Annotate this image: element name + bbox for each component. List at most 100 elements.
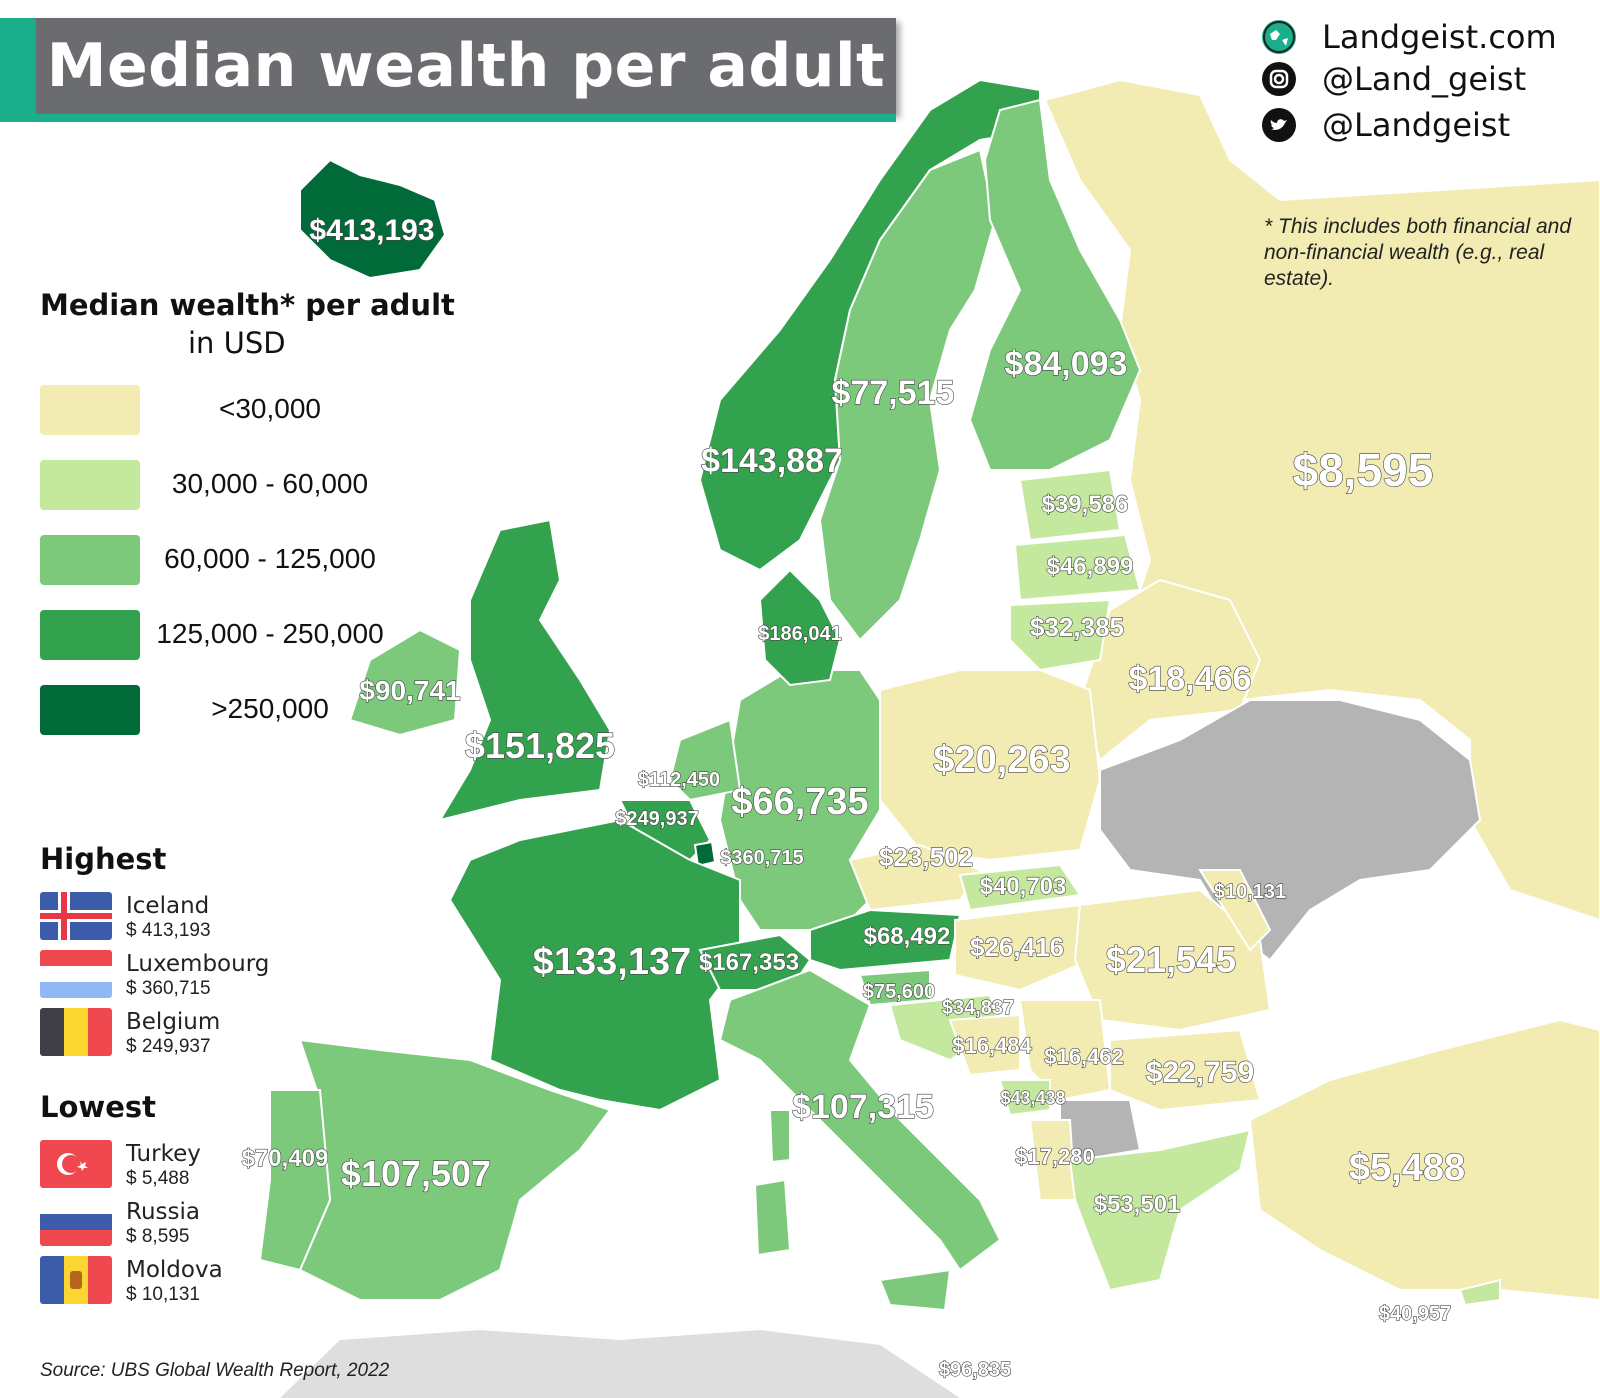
globe-icon xyxy=(1262,20,1296,54)
title-underline xyxy=(0,114,896,122)
legend-label-3: 60,000 - 125,000 xyxy=(164,543,376,574)
map-value-label-germany: $66,735 xyxy=(731,781,868,823)
map-value-label-moldova: $10,131 xyxy=(1214,881,1286,903)
map-value-label-italy: $107,315 xyxy=(792,1088,934,1126)
map-value-label-portugal: $70,409 xyxy=(242,1145,329,1172)
region-italy xyxy=(718,968,1002,1272)
region-greece xyxy=(1068,1128,1252,1292)
highest-value-2: $ 360,715 xyxy=(126,978,211,999)
map-value-label-croatia: $34,837 xyxy=(942,997,1014,1019)
iceland-flag xyxy=(40,892,112,940)
map-value-label-denmark: $186,041 xyxy=(758,623,841,645)
region-estonia xyxy=(1018,468,1122,542)
highest-name-2: Luxembourg xyxy=(126,951,270,977)
map-value-label-belgium: $249,937 xyxy=(615,808,698,830)
highest-heading: Highest xyxy=(40,842,167,876)
footnote: * This includes both financial and non-f… xyxy=(1264,215,1572,290)
map-value-label-sweden: $77,515 xyxy=(832,374,955,412)
legend-swatch-3 xyxy=(40,535,140,585)
region-hungary xyxy=(954,903,1092,992)
region-latvia xyxy=(1013,533,1142,602)
legend-swatch-1 xyxy=(40,385,140,435)
legend-label-4: 125,000 - 250,000 xyxy=(156,618,384,649)
region-serbia xyxy=(1018,999,1112,1102)
region-cyprus xyxy=(1458,1278,1501,1307)
lowest-name-2: Russia xyxy=(126,1199,200,1225)
map-value-label-russia: $8,595 xyxy=(1293,444,1434,496)
map-value-label-bosnia-and-herzegovina: $16,484 xyxy=(952,1033,1032,1058)
map-value-label-austria: $68,492 xyxy=(864,923,951,950)
map-value-label-switzerland: $167,353 xyxy=(699,949,799,976)
highest-name-1: Iceland xyxy=(126,893,210,919)
legend-label-2: 30,000 - 60,000 xyxy=(171,468,369,499)
map-value-label-spain: $107,507 xyxy=(341,1153,491,1194)
twitter-icon xyxy=(1262,108,1296,142)
region-corsica xyxy=(768,1109,791,1164)
map-value-label-cyprus: $40,957 xyxy=(1379,1303,1451,1325)
lowest-value-1: $ 5,488 xyxy=(126,1168,190,1189)
map-value-label-luxembourg: $360,715 xyxy=(720,847,803,869)
legend-swatch-4 xyxy=(40,610,140,660)
region-ireland xyxy=(348,628,462,737)
map-value-label-bulgaria: $22,759 xyxy=(1146,1056,1254,1089)
map-value-label-greece: $53,501 xyxy=(1094,1191,1181,1218)
map-value-label-united-kingdom: $151,825 xyxy=(465,725,615,766)
map-value-label-norway: $143,887 xyxy=(701,442,843,480)
moldova-flag xyxy=(40,1256,112,1304)
region-iceland xyxy=(299,158,447,280)
region-austria xyxy=(809,908,962,972)
map-value-label-netherlands: $112,450 xyxy=(638,769,720,791)
region-turkey xyxy=(1248,1018,1600,1302)
region-norway xyxy=(698,78,1041,572)
map-value-label-estonia: $39,586 xyxy=(1042,491,1129,518)
legend-subtitle: in USD xyxy=(188,326,286,360)
luxembourg-flag xyxy=(40,950,112,998)
region-moldova xyxy=(1198,869,1272,952)
lowest-name-3: Moldova xyxy=(126,1257,223,1283)
map-value-label-belarus: $18,466 xyxy=(1129,660,1252,698)
brand-website[interactable]: Landgeist.com xyxy=(1262,18,1582,58)
legend-swatch-2 xyxy=(40,460,140,510)
twitter-label: @Landgeist xyxy=(1322,106,1511,144)
map-value-label-czechia: $23,502 xyxy=(879,842,973,872)
map-value-label-slovakia: $40,703 xyxy=(980,873,1067,900)
region-portugal xyxy=(258,1089,332,1272)
lowest-name-1: Turkey xyxy=(126,1141,201,1167)
lowest-heading: Lowest xyxy=(40,1090,156,1124)
belgium-flag xyxy=(40,1008,112,1056)
map-value-label-serbia: $16,462 xyxy=(1044,1044,1124,1069)
russia-flag xyxy=(40,1198,112,1246)
map-value-label-hungary: $26,416 xyxy=(970,932,1064,962)
map-value-label-montenegro: $43,438 xyxy=(1000,1088,1065,1108)
region-united-kingdom xyxy=(437,518,612,822)
brand-instagram[interactable]: @Land_geist xyxy=(1262,60,1582,100)
map-value-label-turkey: $5,488 xyxy=(1349,1147,1465,1189)
website-label: Landgeist.com xyxy=(1322,18,1557,56)
region-france xyxy=(448,818,741,1112)
legend-label-1: <30,000 xyxy=(219,393,321,424)
map-value-label-malta: $96,835 xyxy=(939,1359,1011,1381)
region-lithuania xyxy=(1009,598,1112,672)
map-value-label-lithuania: $32,385 xyxy=(1030,612,1124,642)
region-sardinia xyxy=(753,1178,792,1257)
region-ukraine xyxy=(1099,699,1482,962)
map-value-label-latvia: $46,899 xyxy=(1047,553,1134,580)
title-banner: Median wealth per adult xyxy=(0,18,896,122)
lowest-value-2: $ 8,595 xyxy=(126,1226,190,1247)
highest-name-3: Belgium xyxy=(126,1009,221,1035)
region-sweden xyxy=(818,148,997,642)
map-value-label-france: $133,137 xyxy=(533,941,692,983)
page-title: Median wealth per adult xyxy=(46,31,886,101)
region-slovakia xyxy=(958,863,1082,912)
brand-twitter[interactable]: @Landgeist xyxy=(1262,106,1582,146)
instagram-icon xyxy=(1262,62,1296,96)
title-accent xyxy=(0,18,36,114)
region-poland xyxy=(879,669,1102,862)
region-bosnia xyxy=(948,1013,1021,1077)
highest-value-1: $ 413,193 xyxy=(126,920,211,941)
lowest-value-3: $ 10,131 xyxy=(126,1284,200,1305)
region-netherlands xyxy=(668,718,742,802)
map-value-label-slovenia: $75,600 xyxy=(863,981,935,1003)
map-value-label-romania: $21,545 xyxy=(1106,939,1236,980)
instagram-label: @Land_geist xyxy=(1322,60,1527,98)
